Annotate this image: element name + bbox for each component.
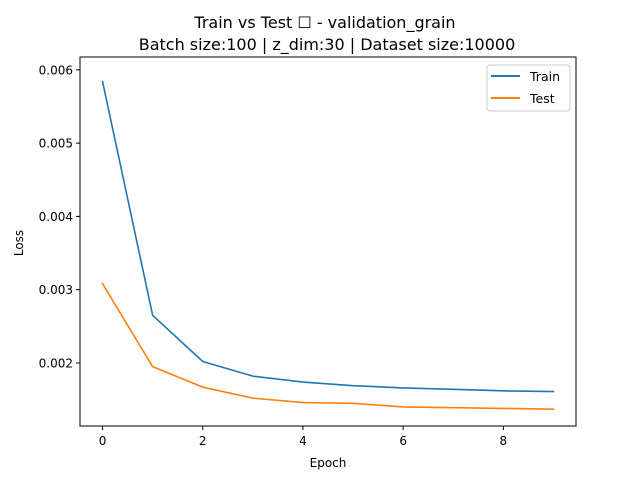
y-tick-label: 0.002 (39, 356, 73, 370)
x-tick-label: 8 (500, 434, 508, 448)
x-tick-label: 2 (199, 434, 207, 448)
y-tick-label: 0.005 (39, 137, 73, 151)
series-layer (101, 80, 555, 410)
y-tick-label: 0.003 (39, 283, 73, 297)
legend-label-test: Test (529, 91, 555, 106)
legend: Train Test (486, 64, 571, 112)
x-axis-label: Epoch (310, 456, 347, 470)
series-line-train (101, 80, 555, 393)
y-axis-ticks: 0.002 0.003 0.004 0.005 0.006 (39, 63, 80, 370)
y-axis-label: Loss (12, 230, 26, 256)
x-tick-label: 0 (99, 434, 107, 448)
y-tick-label: 0.004 (39, 210, 73, 224)
chart-subtitle: Batch size:100 | z_dim:30 | Dataset size… (139, 35, 516, 55)
series-line-test (101, 282, 555, 410)
x-tick-label: 4 (299, 434, 307, 448)
plot-frame (79, 56, 577, 427)
x-tick-label: 6 (399, 434, 407, 448)
x-axis-ticks: 0 2 4 6 8 (99, 426, 507, 448)
y-tick-label: 0.006 (39, 63, 73, 77)
chart-title: Train vs Test ☐ - validation_grain (193, 13, 455, 33)
legend-label-train: Train (529, 69, 560, 84)
